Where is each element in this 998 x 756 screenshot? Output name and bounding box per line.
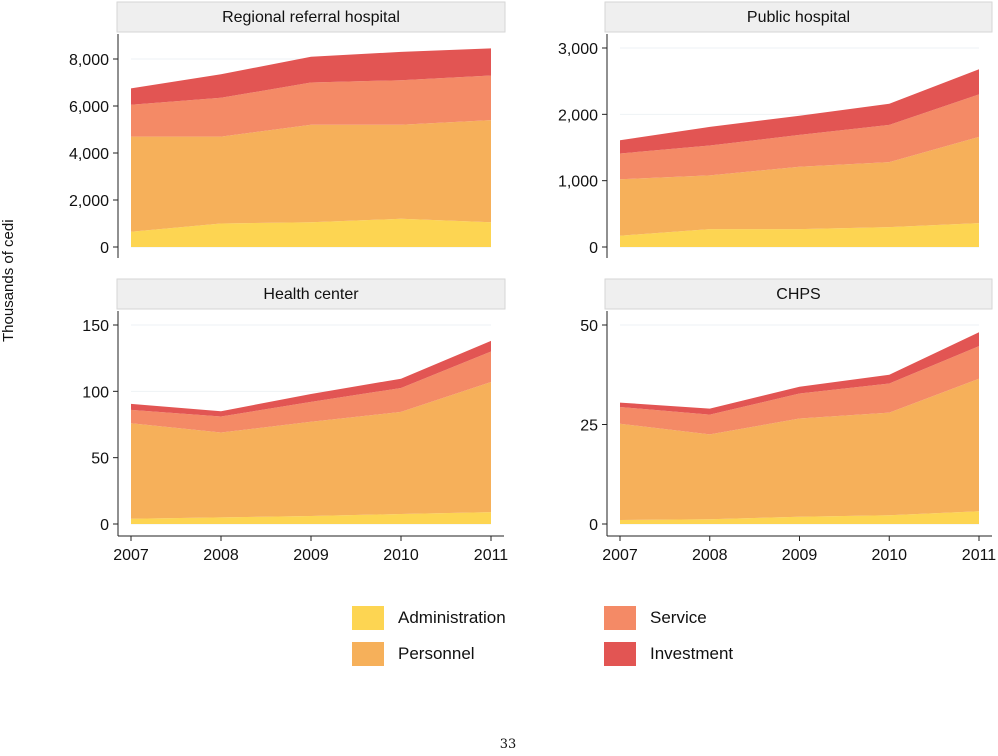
area-regional-referral-hospital-service <box>131 75 491 137</box>
y-tick-label-regional-referral-hospital-3: 6,000 <box>69 99 109 116</box>
area-chps-administration <box>620 511 979 524</box>
panel-public-hospital: Public hospital 0 1,000 2,000 3,000 <box>558 1 993 258</box>
y-tick-label-public-hospital-0: 0 <box>589 240 598 257</box>
y-tick-label-regional-referral-hospital-1: 2,000 <box>69 193 109 210</box>
y-tick-label-health-center-2: 100 <box>82 384 109 401</box>
legend-item-administration: Administration <box>352 604 506 632</box>
x-tick-label-health-center-4: 2011 <box>474 547 509 564</box>
panel-chps: CHPS 0 25 50 2007 2008 2009 2010 2011 <box>580 278 997 564</box>
y-tick-label-chps-1: 25 <box>580 418 598 435</box>
y-tick-label-regional-referral-hospital-2: 4,000 <box>69 146 109 163</box>
y-tick-label-health-center-0: 0 <box>100 517 109 534</box>
legend-label-personnel: Personnel <box>398 644 475 663</box>
area-health-center-personnel <box>131 382 491 519</box>
panel-header-health-center <box>116 278 506 310</box>
stacked-area-chart-grid: Regional referral hospital 0 2,000 4,000 6,0… <box>69 1 997 564</box>
legend-label-service: Service <box>650 608 707 627</box>
panel-regional-referral-hospital: Regional referral hospital 0 2,000 4,000 6,0… <box>69 1 506 258</box>
area-public-hospital-investment <box>620 69 979 154</box>
x-tick-label-health-center-2: 2009 <box>293 547 329 564</box>
x-tick-label-health-center-0: 2007 <box>113 547 149 564</box>
y-tick-label-public-hospital-3: 3,000 <box>558 41 598 58</box>
x-tick-label-chps-2: 2009 <box>782 547 818 564</box>
area-chps-personnel <box>620 378 979 520</box>
panel-title-health-center: Health center <box>263 286 359 303</box>
y-tick-label-chps-2: 50 <box>580 318 598 335</box>
legend-item-investment: Investment <box>604 640 733 668</box>
area-public-hospital-personnel <box>620 136 979 236</box>
legend: Administration Service Personnel Investm… <box>352 604 782 674</box>
page-number: 33 <box>499 737 517 752</box>
x-tick-label-chps-1: 2008 <box>692 547 728 564</box>
y-tick-label-public-hospital-1: 1,000 <box>558 174 598 191</box>
y-tick-label-regional-referral-hospital-4: 8,000 <box>69 52 109 69</box>
legend-swatch-service <box>604 606 636 630</box>
x-tick-label-health-center-1: 2008 <box>203 547 239 564</box>
area-health-center-investment <box>131 340 491 417</box>
area-chps-service <box>620 346 979 435</box>
legend-swatch-administration <box>352 606 384 630</box>
panel-header-chps <box>604 278 993 310</box>
x-tick-label-health-center-3: 2010 <box>383 547 419 564</box>
y-tick-label-health-center-3: 150 <box>82 318 109 335</box>
legend-label-administration: Administration <box>398 608 506 627</box>
panel-title-regional-referral-hospital: Regional referral hospital <box>222 9 400 26</box>
area-public-hospital-service <box>620 94 979 180</box>
legend-item-personnel: Personnel <box>352 640 475 668</box>
y-axis-title: Thousands of cedi <box>0 219 17 342</box>
x-tick-label-chps-4: 2011 <box>962 547 997 564</box>
area-regional-referral-hospital-investment <box>131 48 491 105</box>
panel-title-public-hospital: Public hospital <box>747 9 850 26</box>
legend-label-investment: Investment <box>650 644 734 663</box>
legend-item-service: Service <box>604 604 707 632</box>
area-public-hospital-administration <box>620 223 979 247</box>
x-tick-label-chps-0: 2007 <box>602 547 638 564</box>
panel-health-center: Health center 0 50 100 150 2007 2008 2009 2010 20… <box>82 278 509 564</box>
area-regional-referral-hospital-administration <box>131 218 491 247</box>
area-regional-referral-hospital-personnel <box>131 120 491 232</box>
panel-header-public-hospital <box>604 1 993 33</box>
y-tick-label-public-hospital-2: 2,000 <box>558 107 598 124</box>
legend-swatch-investment <box>604 642 636 666</box>
y-tick-label-health-center-1: 50 <box>91 451 109 468</box>
y-tick-label-chps-0: 0 <box>589 517 598 534</box>
panel-title-chps: CHPS <box>776 286 820 303</box>
area-health-center-service <box>131 351 491 433</box>
x-tick-label-chps-3: 2010 <box>871 547 907 564</box>
area-health-center-administration <box>131 512 491 524</box>
panel-header-regional-referral-hospital <box>116 1 506 33</box>
legend-swatch-personnel <box>352 642 384 666</box>
area-chps-investment <box>620 332 979 415</box>
y-tick-label-regional-referral-hospital-0: 0 <box>100 240 109 257</box>
